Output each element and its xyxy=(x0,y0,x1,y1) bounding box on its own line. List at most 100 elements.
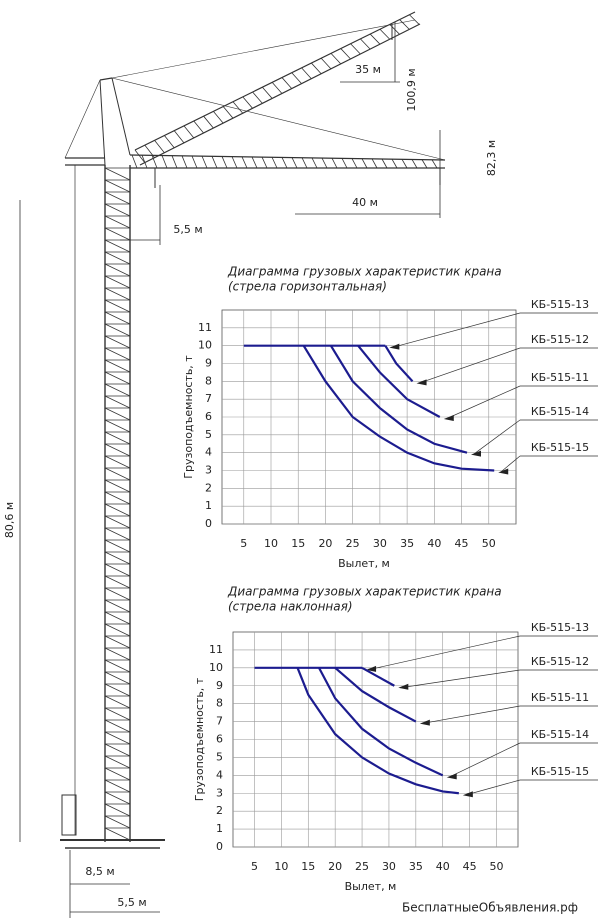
crane-member xyxy=(104,503,131,517)
x-tick-label: 50 xyxy=(482,537,496,550)
crane-member xyxy=(181,155,188,169)
crane-member xyxy=(104,239,131,253)
crane-member xyxy=(104,779,131,793)
crane-member xyxy=(350,43,361,55)
crane-member xyxy=(104,707,131,721)
crane-member xyxy=(301,67,312,79)
crane-member xyxy=(134,11,416,151)
x-tick-label: 50 xyxy=(489,860,503,873)
crane-member xyxy=(104,623,131,637)
load-curve xyxy=(302,345,495,472)
crane-member xyxy=(104,767,131,781)
y-tick-label: 1 xyxy=(216,822,223,835)
crane-member xyxy=(311,62,322,75)
y-tick-label: 6 xyxy=(216,733,223,746)
crane-member xyxy=(391,158,398,169)
crane-member xyxy=(369,33,381,45)
crane-member xyxy=(104,407,131,421)
x-tick-label: 15 xyxy=(291,537,305,550)
legend-label: КБ-515-15 xyxy=(531,441,589,454)
x-tick-label: 5 xyxy=(251,860,258,873)
crane-member xyxy=(371,158,378,169)
leader-arrow xyxy=(498,468,509,475)
crane-member xyxy=(262,86,273,99)
x-axis-label: Вылет, м xyxy=(338,557,390,570)
x-tick-label: 35 xyxy=(409,860,423,873)
leader-line xyxy=(400,669,521,689)
crane-member xyxy=(161,155,168,169)
leader-arrow xyxy=(471,450,481,457)
dimension-lines xyxy=(19,22,441,918)
crane-member xyxy=(311,157,318,169)
y-tick-label: 11 xyxy=(209,643,223,656)
crane-member xyxy=(104,587,131,601)
crane-member xyxy=(104,671,131,685)
leader-line xyxy=(391,312,521,349)
x-tick-label: 20 xyxy=(328,860,342,873)
crane-member xyxy=(104,263,131,277)
y-tick-label: 2 xyxy=(216,804,223,817)
y-tick-label: 3 xyxy=(205,464,212,477)
crane-member xyxy=(104,611,131,625)
crane-member xyxy=(104,755,131,769)
x-tick-label: 5 xyxy=(240,537,247,550)
leader-arrow xyxy=(416,379,427,386)
crane-member xyxy=(144,144,155,158)
y-tick-label: 0 xyxy=(216,840,223,853)
y-tick-label: 10 xyxy=(198,339,212,352)
dim-label: 8,5 м xyxy=(85,865,114,878)
chart-title: Диаграмма грузовых характеристик крана xyxy=(227,585,502,599)
y-tick-label: 5 xyxy=(216,750,223,763)
crane-member xyxy=(330,53,342,65)
crane-member xyxy=(134,149,146,163)
crane-member xyxy=(341,158,348,169)
y-tick-label: 3 xyxy=(216,786,223,799)
crane-member xyxy=(399,19,410,30)
crane-member xyxy=(104,215,131,229)
legend-label: КБ-515-13 xyxy=(531,298,589,311)
crane-member xyxy=(104,659,131,673)
load-curve xyxy=(357,344,441,418)
crane-member xyxy=(99,77,113,81)
crane-member xyxy=(251,156,258,169)
y-tick-label: 11 xyxy=(198,321,212,334)
crane-member xyxy=(104,455,131,469)
y-tick-label: 9 xyxy=(205,357,212,370)
crane-member xyxy=(193,120,204,134)
x-tick-label: 45 xyxy=(455,537,469,550)
crane-member xyxy=(104,383,131,397)
crane-member xyxy=(131,154,138,169)
legend-label: КБ-515-14 xyxy=(531,405,589,418)
leader-arrow xyxy=(446,773,457,780)
crane-member xyxy=(331,158,338,169)
crane-member xyxy=(104,467,131,481)
crane-member xyxy=(301,157,308,169)
crane-member xyxy=(411,159,418,169)
crane-member xyxy=(242,96,253,109)
x-tick-label: 40 xyxy=(427,537,441,550)
crane-member xyxy=(173,130,185,144)
y-axis-label: Грузоподъемность, т xyxy=(182,355,195,479)
load-curve xyxy=(329,345,468,454)
crane-member xyxy=(104,539,131,553)
watermark: БесплатныеОбъявления.рф xyxy=(402,901,578,915)
legend-label: КБ-515-14 xyxy=(531,728,589,741)
y-tick-label: 2 xyxy=(205,481,212,494)
legend-label: КБ-515-12 xyxy=(531,333,589,346)
crane-member xyxy=(104,551,131,565)
x-tick-label: 25 xyxy=(355,860,369,873)
crane-member xyxy=(151,155,158,169)
y-axis-label: Грузоподъемность, т xyxy=(193,677,206,801)
crane-member xyxy=(99,79,106,166)
crane-member xyxy=(64,79,101,159)
leader-line xyxy=(421,705,521,724)
crane-member xyxy=(104,359,131,373)
crane-member xyxy=(104,719,131,733)
crane-member xyxy=(104,803,131,817)
leader-arrow xyxy=(419,719,430,726)
crane-member xyxy=(104,791,131,805)
crane-member xyxy=(104,323,131,337)
crane-member xyxy=(222,106,234,119)
crane-member xyxy=(104,563,131,577)
